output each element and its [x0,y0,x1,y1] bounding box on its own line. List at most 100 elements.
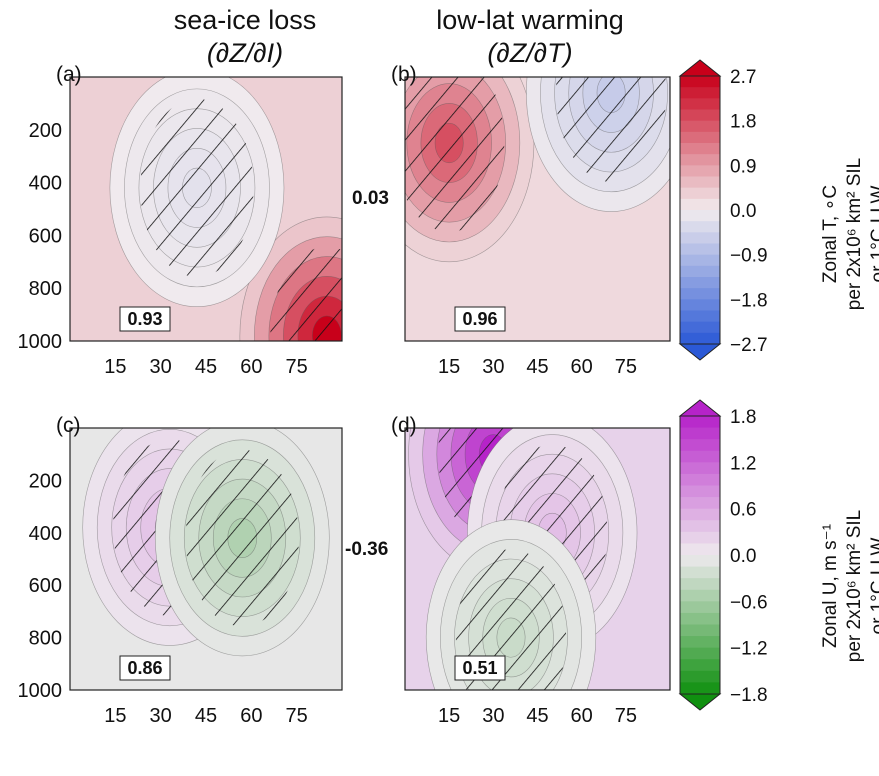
colorbar-segment [680,109,720,122]
colorbar-tick-label: −1.2 [730,639,768,660]
x-tick-label: 45 [526,705,548,727]
colorbar-segment [680,589,720,602]
colorbar-tick-label: −0.9 [730,246,768,267]
colorbar-segment [680,198,720,211]
colorbar-segment [680,682,720,695]
colorbar-segment [680,76,720,88]
panel-field [70,428,342,690]
panel-field [70,77,342,341]
x-tick-label: 75 [615,705,637,727]
y-tick-label: 200 [29,120,62,142]
colorbar-tick-label: 1.8 [730,407,756,428]
figure: sea-ice loss (∂Z/∂I) low-lat warming (∂Z… [18,4,879,727]
colorbar-segment [680,176,720,189]
colorbar-segment [680,601,720,614]
colorbar-segment [680,555,720,568]
column-title-line1: sea-ice loss [173,5,317,35]
colorbar-segment [680,187,720,200]
column-title-line2: (∂Z/∂I) [206,38,284,68]
colorbar-frame [679,415,721,695]
colorbar-segment [680,485,720,498]
colorbar-segment [680,531,720,544]
colorbar-segment [680,624,720,637]
x-tick-label: 30 [150,705,172,727]
colorbar-tick-label: 0.9 [730,156,756,177]
colorbar-frame [679,75,721,345]
panel-d: (d) 0.51 15 30 45 60 75 [391,414,671,727]
colorbar-segment [680,612,720,625]
significance-hatch [140,98,254,277]
colorbar-segment [680,98,720,110]
significance-hatch [185,449,299,627]
colorbar-segment [680,120,720,133]
column-title-line1: low-lat warming [436,5,624,35]
x-tick-label: 30 [150,356,172,378]
colorbar-tick-label: 1.2 [730,453,756,474]
y-tick-label: 1000 [18,680,63,702]
x-tick-label: 75 [615,356,637,378]
panel-letter: (c) [56,414,81,437]
x-tick-label: 45 [195,356,217,378]
x-tick-label: 45 [195,705,217,727]
y-tick-label: 600 [29,575,62,597]
colorbar-segment [680,636,720,649]
x-tick-label: 15 [104,356,126,378]
colorbar-bottom-tip [678,343,722,361]
x-tick-label: 60 [571,356,593,378]
correlation-top: 0.03 [352,188,389,209]
colorbar-segment [680,647,720,660]
colorbar-top-tip [678,59,722,77]
column-title-low-lat-warming: low-lat warming (∂Z/∂T) [380,4,680,70]
x-tick-label: 60 [240,705,262,727]
colorbar-segment [680,508,720,521]
axes-frame [404,76,671,342]
colorbar-segment [680,497,720,510]
colorbar-segment [680,254,720,267]
colorbar-segment [680,450,720,463]
colorbar-segment [680,670,720,683]
x-tick-label: 75 [286,705,308,727]
significance-hatch [556,77,667,182]
panel-letter: (b) [391,63,417,86]
y-tick-label: 400 [29,523,62,545]
colorbar-segment [680,165,720,177]
panel-field [405,428,670,690]
x-tick-label: 15 [438,705,460,727]
colorbar-segment [680,578,720,591]
colorbar-tick-label: 1.8 [730,112,756,133]
y-tick-label: 1000 [18,331,63,353]
colorbar-segment [680,154,720,166]
colorbar-segment [680,427,720,440]
x-tick-label: 45 [526,356,548,378]
colorbar-tick-label: 0.6 [730,500,756,521]
colorbar-bottom: 1.8 1.2 0.6 0.0 −0.6 −1.2 −1.8 [678,399,768,711]
colorbar-segment [680,520,720,533]
colorbar-segment [680,143,720,155]
colorbar-tick-label: −2.7 [730,335,768,356]
significance-hatch [270,246,342,341]
pattern-r-value: 0.86 [127,658,162,678]
colorbar-segment [680,232,720,244]
colorbar-segment [680,277,720,289]
colorbar-tick-label: −1.8 [730,290,768,311]
colorbar-tick-label: −1.8 [730,685,768,706]
x-tick-label: 60 [571,705,593,727]
y-tick-label: 800 [29,278,62,300]
y-tick-label: 600 [29,225,62,247]
significance-hatch [405,77,505,233]
colorbar-segment [680,321,720,334]
x-tick-label: 60 [240,356,262,378]
pattern-r-value: 0.96 [462,309,497,329]
colorbar-segment [680,288,720,300]
colorbar-segment [680,265,720,278]
pattern-r-box [454,655,506,681]
colorbar-segment [680,416,720,429]
pattern-r-value: 0.93 [127,309,162,329]
column-title-line2: (∂Z/∂T) [487,38,573,68]
colorbar-segment [680,221,720,233]
colorbar-segment [680,473,720,486]
pattern-r-box [454,306,506,332]
pattern-r-box [119,655,171,681]
x-tick-label: 75 [286,356,308,378]
colorbar-segment [680,543,720,556]
